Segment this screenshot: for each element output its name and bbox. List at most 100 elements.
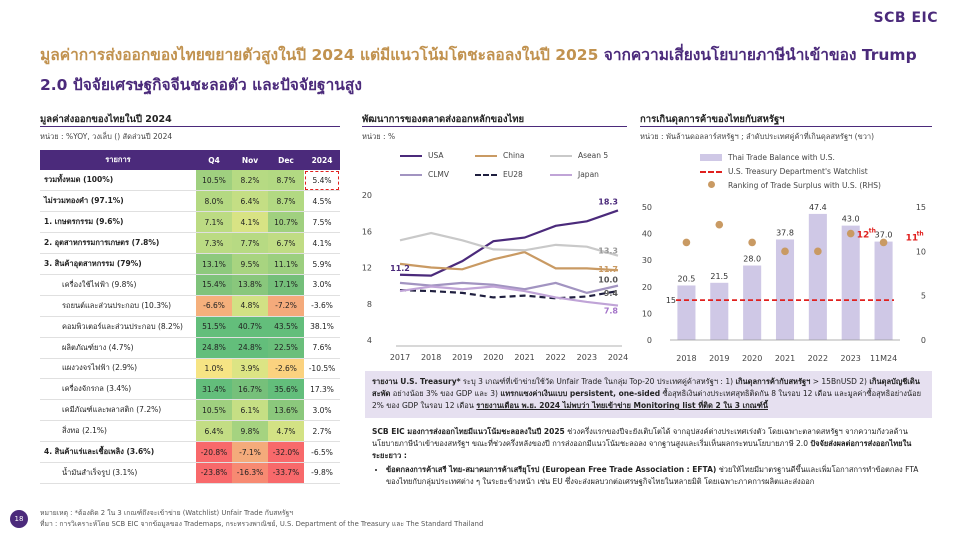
row-label: น้ำมันสำเร็จรูป (3.1%) (40, 462, 196, 484)
footnote-note: หมายเหตุ : *ต้องติด 2 ใน 3 เกณฑ์ถึงจะเข้… (40, 509, 294, 517)
series-line-usa (399, 209, 619, 277)
y-tick-label: 10 (642, 309, 652, 318)
watchlist-label: 15 (666, 296, 676, 305)
rank-callout-12: 12 (857, 231, 870, 241)
bar (743, 265, 762, 340)
cell-nov: 9.8% (232, 420, 268, 443)
rank-dot (682, 238, 691, 247)
cell-nov: 7.7% (232, 232, 268, 255)
cell-q4: 31.4% (196, 378, 232, 401)
cell-q4: 10.5% (196, 170, 232, 192)
bar (841, 225, 860, 340)
cell-q4: 7.1% (196, 211, 232, 234)
legend-swatch (475, 173, 497, 176)
y2-tick-label: 10 (916, 247, 926, 256)
x-tick-label: 2019 (452, 353, 472, 362)
rank-dot (846, 229, 855, 238)
cell-q4: 13.1% (196, 253, 232, 275)
bar-value-label: 20.5 (678, 274, 696, 283)
data-label: 13.3 (598, 247, 618, 256)
cell-2024: 3.0% (304, 399, 340, 422)
rank-callout-sup: th (917, 230, 924, 237)
rank-dot (781, 247, 789, 256)
legend-swatch (700, 154, 722, 161)
mid-section-title: พัฒนาการของตลาดส่งออกหลักของไทย (362, 114, 525, 125)
x-tick-label: 2023 (577, 353, 597, 362)
title-part1: มูลค่าการส่งออกของไทยขยายตัวสูงในปี 2024… (40, 46, 599, 64)
row-label: 3. สินค้าอุตสาหกรรม (79%) (40, 253, 196, 275)
cell-2024: 38.1% (304, 316, 340, 338)
legend-asean5: Asean 5 (550, 151, 608, 160)
bar-value-label: 37.8 (776, 228, 794, 237)
legend-label: EU28 (503, 170, 523, 179)
bar-value-label: 43.0 (842, 215, 860, 224)
cell-dec: 6.7% (268, 232, 304, 255)
cell-q4: 51.5% (196, 316, 232, 338)
legend-swatch (550, 154, 572, 157)
legend-label: Ranking of Trade Surplus with U.S. (RHS) (728, 181, 881, 190)
cell-2024: 17.3% (304, 378, 340, 401)
row-label: แผงวงจรไฟฟ้า (2.9%) (40, 358, 196, 380)
us-box-bold: แทรกแซงค่าเงินแบบ persistent, one-sided (500, 389, 661, 398)
col-header-dec: Dec (268, 150, 304, 170)
x-tick-label: 2017 (390, 353, 410, 362)
bar (775, 239, 795, 340)
cell-q4: 7.3% (196, 232, 232, 255)
cell-dec: -32.0% (268, 441, 304, 463)
us-box-text: ระบุ 3 เกณฑ์ที่เข้าข่ายใช้วัด Unfair Tra… (460, 377, 736, 386)
cell-2024: 2.7% (304, 420, 340, 443)
cell-dec: 13.6% (268, 399, 304, 422)
bar (677, 285, 696, 340)
us-box-lead: รายงาน U.S. Treasury* (372, 377, 461, 386)
cell-nov: 6.4% (232, 190, 268, 213)
y2-tick-label: 5 (921, 292, 926, 301)
y-tick-label: 4 (367, 336, 372, 345)
legend-japan: Japan (550, 170, 599, 179)
table-row: เคมีภัณฑ์และพลาสติก (7.2%) 10.5% 6.1% 13.6%… (40, 399, 340, 422)
cell-2024: 7.5% (304, 211, 340, 234)
left-section-subtitle: หน่วย : %YOY, วงเล็บ () สัดส่วนปี 2024 (40, 132, 173, 141)
eic-box-lead: SCB EIC มองการส่งออกไทยมีแนวโน้มชะลอลงใน… (372, 427, 565, 436)
cell-q4: 15.4% (196, 274, 232, 296)
legend-china: China (475, 151, 524, 160)
us-box-underline: รายงานเดือน พ.ย. 2024 ไม่พบว่า ไทยเข้าข่… (476, 401, 768, 410)
title-part2: จากความเสี่ยงนโยบายภาษีนำเข้าของ Trump 2… (40, 46, 917, 94)
left-section-title: มูลค่าส่งออกของไทยในปี 2024 (40, 114, 172, 125)
legend-swatch (550, 173, 572, 176)
bar (808, 213, 827, 340)
data-label: 10.0 (598, 276, 618, 285)
y-tick-label: 20 (642, 283, 652, 292)
brand-logo: SCB EIC (873, 10, 938, 26)
x-tick-label: 2019 (709, 354, 729, 363)
page-number: 18 (10, 510, 28, 528)
cell-dec: 8.7% (268, 170, 304, 192)
cell-nov: 24.8% (232, 337, 268, 359)
us-box-text: ซื้อสุทธิเงินต่างประเทศสุทธิติดกัน 8 ในร… (372, 389, 921, 410)
y-tick-label: 20 (362, 191, 372, 200)
table-row: คอมพิวเตอร์และส่วนประกอบ (8.2%) 51.5% 40.7… (40, 316, 340, 338)
eic-box-text: ช่วงครึ่งแรกของปีจะยังเติบโตได้ จากอุปสง… (372, 427, 908, 448)
cell-dec: -7.2% (268, 295, 304, 317)
cell-dec: 17.1% (268, 274, 304, 296)
bar-chart: 0 10 20 30 40 50 0 5 10 15 20.5 2018 21.5 2019 28.0 202… (642, 203, 926, 363)
table-row: สิ่งทอ (2.1%) 6.4% 9.8% 4.7% 2.7% (40, 420, 340, 443)
legend-label: China (503, 151, 525, 160)
rank-callout-sup: th (869, 228, 876, 235)
cell-q4: -23.8% (196, 462, 232, 484)
legend-label: U.S. Treasury Department's Watchlist (728, 167, 868, 176)
bar-value-label: 28.0 (743, 255, 761, 264)
series-line-japan (399, 285, 619, 307)
x-tick-label: 2018 (676, 354, 696, 363)
data-label: 18.3 (598, 197, 618, 206)
eic-bullet-lead: ข้อตกลงการค้าเสรี ไทย-สมาคมการค้าเสรียุโ… (386, 465, 717, 474)
legend-swatch (400, 154, 422, 157)
cell-dec: 35.6% (268, 378, 304, 401)
us-box-text: อย่างน้อย 3% ของ GDP และ 3) (390, 389, 501, 398)
row-label: เครื่องใช้ไฟฟ้า (9.8%) (40, 274, 196, 296)
y-tick-label: 16 (362, 227, 372, 236)
legend-ranking: Ranking of Trade Surplus with U.S. (RHS) (700, 181, 881, 190)
col-header-item: รายการ (40, 150, 196, 170)
cell-dec: -2.6% (268, 358, 304, 380)
bar (710, 282, 729, 340)
cell-nov: 4.8% (232, 295, 268, 317)
